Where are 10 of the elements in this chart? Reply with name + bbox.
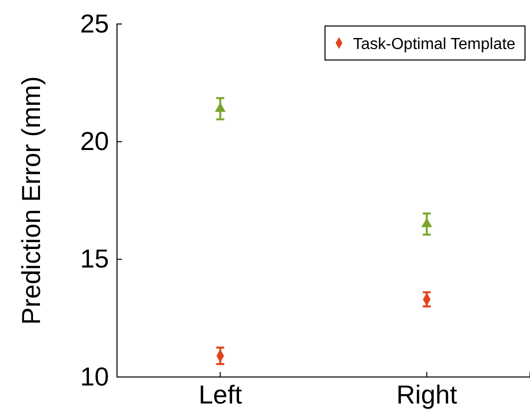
point: [421, 218, 432, 228]
y-tick-label: 10: [80, 361, 109, 392]
y-tick-label: 25: [80, 8, 109, 38]
legend-label: Task-Optimal Template: [353, 36, 516, 53]
x-tick-label: Right: [396, 379, 458, 410]
y-tick-label: 20: [80, 126, 109, 156]
y-axis-title: Prediction Error (mm): [16, 76, 46, 325]
y-tick-label: 15: [80, 244, 109, 274]
x-tick-label: Left: [198, 379, 243, 410]
point: [214, 102, 226, 112]
